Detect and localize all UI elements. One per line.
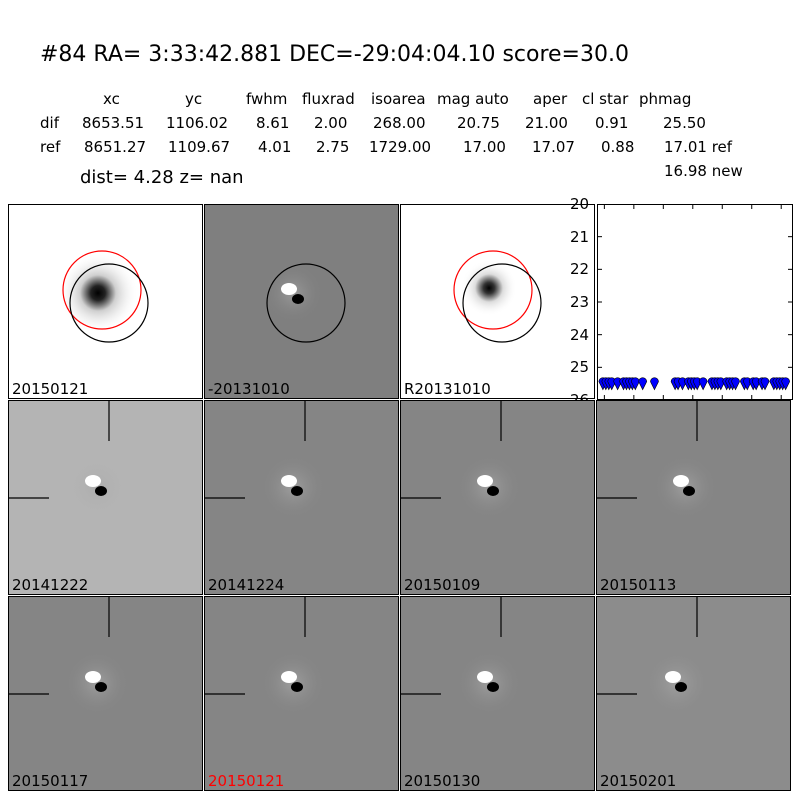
stat-value: 1729.00 — [369, 138, 432, 156]
column-header: cl star — [582, 90, 629, 108]
difference-stamp[interactable]: 20150117 — [8, 596, 203, 791]
ref-aperture-circle — [453, 250, 533, 330]
row-label-dif: dif — [40, 114, 59, 132]
stat-value: 20.75 — [457, 114, 500, 132]
stat-value: 17.07 — [532, 138, 575, 156]
stat-value: 25.50 — [663, 114, 706, 132]
stat-value: 2.00 — [314, 114, 348, 132]
stamp-ref-svg — [401, 205, 594, 398]
column-header: fwhm — [246, 90, 288, 108]
stamp-svg — [9, 597, 129, 715]
data-point[interactable] — [731, 377, 740, 391]
data-point[interactable] — [781, 377, 790, 391]
stamp-date-label: 20150121 — [208, 772, 285, 790]
source-blob — [58, 253, 138, 333]
difference-stamp[interactable]: 20150109 — [400, 400, 595, 595]
column-header: isoarea — [371, 90, 426, 108]
new-mag-note: 16.98 new — [664, 162, 743, 180]
stat-value: 17.00 — [463, 138, 506, 156]
distance-redshift-readout: dist= 4.28 z= nan — [80, 167, 244, 188]
stamp-label: R20131010 — [404, 380, 491, 398]
new-aperture-circle — [462, 263, 542, 343]
stat-value: 2.75 — [316, 138, 350, 156]
stamp-new-svg — [9, 205, 202, 398]
difference-stamp[interactable]: 20141224 — [204, 400, 399, 595]
stat-value: 17.01 ref — [664, 138, 733, 156]
stat-value: 0.88 — [601, 138, 635, 156]
stamp-svg — [401, 401, 521, 519]
column-header: phmag — [639, 90, 692, 108]
stamp-date-label: 20141224 — [208, 576, 285, 594]
stamp-date-label: 20141222 — [12, 576, 89, 594]
stat-value: 4.01 — [258, 138, 292, 156]
light-curve-plot[interactable] — [597, 203, 793, 401]
stat-value: 8.61 — [256, 114, 290, 132]
stamp-date-label: 20150201 — [600, 772, 677, 790]
stat-value: 21.00 — [525, 114, 568, 132]
stamp-diff-svg — [263, 263, 346, 343]
column-header: aper — [533, 90, 568, 108]
stamp-svg — [597, 401, 717, 519]
new-aperture-circle — [69, 263, 149, 343]
data-point[interactable] — [650, 377, 659, 391]
stamp-label: -20131010 — [208, 380, 290, 398]
plot-frame — [597, 204, 793, 400]
stat-value: 0.91 — [595, 114, 629, 132]
stamp-label: 20150121 — [12, 380, 89, 398]
difference-stamp[interactable]: 20150121 — [204, 596, 399, 791]
y-tick-label: 23 — [570, 293, 590, 311]
stat-value: 1106.02 — [166, 114, 229, 132]
y-tick-label: 20 — [570, 195, 590, 213]
row-label-ref: ref — [40, 138, 61, 156]
column-header: xc — [103, 90, 120, 108]
difference-stamp[interactable]: 20150201 — [596, 596, 791, 791]
stamp-date-label: 20150109 — [404, 576, 481, 594]
ref-aperture-circle — [62, 250, 142, 330]
stat-value: 8651.27 — [84, 138, 147, 156]
difference-stamp[interactable]: 20150130 — [400, 596, 595, 791]
stamp-svg — [9, 401, 129, 519]
stat-value: 1109.67 — [168, 138, 231, 156]
stamp-date-label: 20150113 — [600, 576, 677, 594]
column-header: yc — [185, 90, 203, 108]
y-tick-label: 24 — [570, 325, 590, 344]
stamp-svg — [205, 597, 325, 715]
candidate-title: #84 RA= 3:33:42.881 DEC=-29:04:04.10 sco… — [40, 42, 629, 67]
stat-value: 8653.51 — [82, 114, 145, 132]
stamp-svg — [401, 597, 521, 715]
data-point[interactable] — [760, 377, 770, 391]
stamp-svg — [205, 401, 325, 519]
stamp-svg — [597, 597, 709, 715]
stamp-date-label: 20150130 — [404, 772, 481, 790]
stamp-new-image[interactable]: 20150121 — [8, 204, 203, 399]
stat-value: 268.00 — [373, 114, 426, 132]
data-point[interactable] — [698, 377, 708, 391]
column-header: mag auto — [437, 90, 509, 108]
light-curve-svg — [597, 203, 793, 401]
data-point[interactable] — [638, 377, 647, 391]
stamp-date-label: 20150117 — [12, 772, 89, 790]
y-tick-label: 25 — [570, 358, 590, 377]
y-tick-label: 21 — [570, 227, 590, 246]
aperture-circle — [266, 263, 346, 343]
difference-stamp[interactable]: 20150113 — [596, 400, 791, 595]
difference-stamp[interactable]: 20141222 — [8, 400, 203, 595]
stamp-difference-image[interactable]: -20131010 — [204, 204, 399, 399]
stamp-reference-image[interactable]: R20131010 — [400, 204, 595, 399]
column-header: fluxrad — [302, 90, 355, 108]
y-tick-label: 22 — [570, 260, 590, 279]
